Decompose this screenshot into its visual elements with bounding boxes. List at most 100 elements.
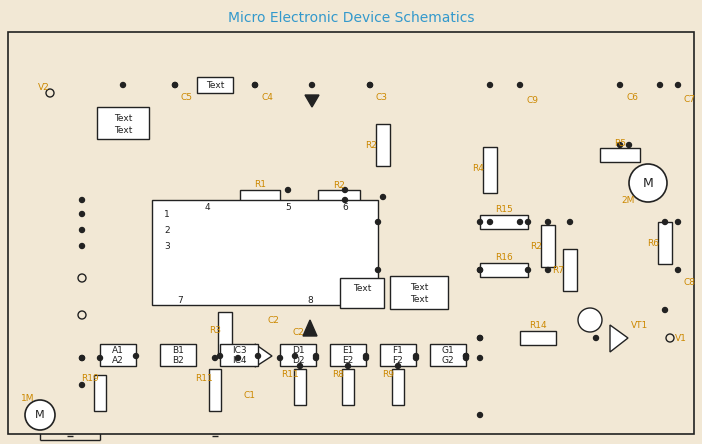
Circle shape <box>593 336 599 341</box>
Circle shape <box>79 382 84 388</box>
Bar <box>220 344 258 366</box>
Text: B1: B1 <box>172 345 184 354</box>
Circle shape <box>477 267 482 273</box>
Circle shape <box>380 194 385 199</box>
Bar <box>430 344 466 366</box>
Circle shape <box>663 308 668 313</box>
Text: R1: R1 <box>254 179 266 189</box>
Text: Text: Text <box>114 126 132 135</box>
Bar <box>342 369 354 405</box>
Text: R16: R16 <box>495 253 513 262</box>
Text: 3: 3 <box>164 242 170 250</box>
Text: F2: F2 <box>392 356 404 365</box>
Bar <box>483 147 497 193</box>
Polygon shape <box>255 344 272 367</box>
Circle shape <box>286 187 291 193</box>
Bar <box>160 344 196 366</box>
Circle shape <box>364 353 369 358</box>
Bar <box>318 190 360 204</box>
Circle shape <box>517 83 522 87</box>
Circle shape <box>675 219 680 225</box>
Text: E2: E2 <box>343 356 354 365</box>
Text: Text: Text <box>410 294 428 304</box>
Circle shape <box>487 219 493 225</box>
Circle shape <box>395 364 401 369</box>
Circle shape <box>629 164 667 202</box>
Text: 2M: 2M <box>621 195 635 205</box>
Circle shape <box>413 353 418 358</box>
Text: V1: V1 <box>675 333 687 342</box>
Circle shape <box>235 356 241 361</box>
Circle shape <box>477 219 482 225</box>
Text: C1: C1 <box>244 391 256 400</box>
Bar <box>240 190 280 204</box>
Circle shape <box>314 356 319 361</box>
Circle shape <box>173 83 178 87</box>
Bar <box>100 344 136 366</box>
Circle shape <box>477 356 482 361</box>
Circle shape <box>310 83 314 87</box>
Bar <box>94 375 106 411</box>
Bar <box>330 344 366 366</box>
Circle shape <box>413 356 418 361</box>
Bar <box>600 148 640 162</box>
Text: VT1: VT1 <box>631 321 649 329</box>
Text: 2: 2 <box>164 226 170 234</box>
Text: Text: Text <box>410 282 428 292</box>
Circle shape <box>78 274 86 282</box>
Circle shape <box>133 353 138 358</box>
Text: IC3: IC3 <box>232 345 246 354</box>
Bar <box>294 369 306 405</box>
Circle shape <box>376 219 380 225</box>
Polygon shape <box>610 325 628 352</box>
Bar <box>563 249 577 291</box>
Text: 7: 7 <box>177 296 183 305</box>
Text: R3: R3 <box>209 325 221 334</box>
Circle shape <box>79 356 84 361</box>
Text: R15: R15 <box>495 205 513 214</box>
Circle shape <box>666 334 674 342</box>
Text: R14: R14 <box>529 321 547 329</box>
Bar <box>380 344 416 366</box>
Text: D2: D2 <box>292 356 304 365</box>
Text: Text: Text <box>114 114 132 123</box>
Circle shape <box>487 83 493 87</box>
Bar <box>209 369 221 411</box>
Text: C6: C6 <box>627 92 639 102</box>
Circle shape <box>314 353 319 358</box>
Circle shape <box>368 83 373 87</box>
Circle shape <box>658 83 663 87</box>
Circle shape <box>79 211 84 217</box>
Circle shape <box>277 356 282 361</box>
Text: 1: 1 <box>164 210 170 218</box>
Polygon shape <box>305 95 319 107</box>
Text: 8: 8 <box>307 296 313 305</box>
Circle shape <box>79 243 84 249</box>
Text: G2: G2 <box>442 356 454 365</box>
Circle shape <box>345 364 350 369</box>
Bar <box>392 369 404 405</box>
Circle shape <box>675 83 680 87</box>
Circle shape <box>477 336 482 341</box>
Circle shape <box>298 364 303 369</box>
Text: C5: C5 <box>181 92 193 102</box>
Circle shape <box>364 356 369 361</box>
Circle shape <box>25 400 55 430</box>
Text: R8: R8 <box>332 369 344 378</box>
Circle shape <box>218 353 223 358</box>
Circle shape <box>79 198 84 202</box>
Circle shape <box>626 143 632 147</box>
Circle shape <box>256 353 260 358</box>
Text: C8: C8 <box>684 278 696 286</box>
Text: V2: V2 <box>38 83 50 91</box>
Polygon shape <box>303 320 317 336</box>
Circle shape <box>675 267 680 273</box>
Text: R2: R2 <box>333 181 345 190</box>
Text: R11: R11 <box>195 373 213 382</box>
Text: A2: A2 <box>112 356 124 365</box>
Text: 4: 4 <box>204 202 210 211</box>
Circle shape <box>526 219 531 225</box>
Circle shape <box>477 336 482 341</box>
Circle shape <box>121 83 126 87</box>
Text: M: M <box>642 177 654 190</box>
